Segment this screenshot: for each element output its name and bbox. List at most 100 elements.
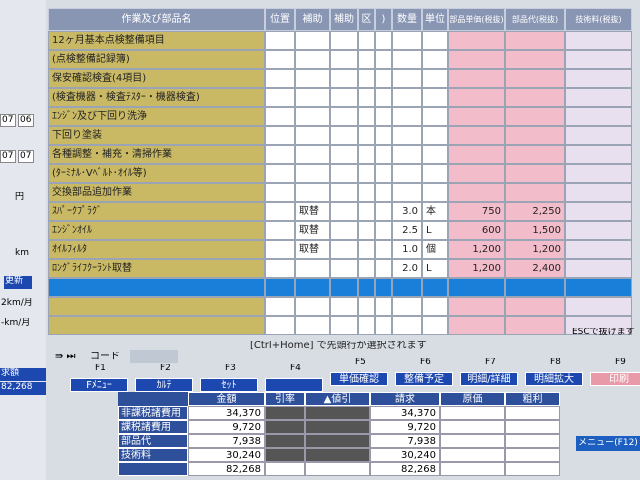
- empty-cell[interactable]: [565, 50, 632, 69]
- fkey-button[interactable]: 単価確認: [330, 372, 388, 386]
- empty-cell[interactable]: [375, 278, 392, 297]
- empty-cell[interactable]: [565, 164, 632, 183]
- fkey-button[interactable]: 明細拡大: [525, 372, 583, 386]
- empty-cell[interactable]: [565, 88, 632, 107]
- empty-cell[interactable]: [505, 31, 565, 50]
- empty-cell[interactable]: [265, 183, 295, 202]
- empty-cell[interactable]: [295, 88, 330, 107]
- empty-cell[interactable]: [375, 50, 392, 69]
- fkey-button[interactable]: ｾｯﾄ: [200, 378, 258, 392]
- cell[interactable]: 取替: [295, 202, 330, 221]
- cell[interactable]: 750: [448, 202, 505, 221]
- empty-cell[interactable]: [565, 278, 632, 297]
- empty-cell[interactable]: [392, 88, 422, 107]
- empty-cell[interactable]: [505, 69, 565, 88]
- empty-cell[interactable]: [565, 297, 632, 316]
- empty-cell[interactable]: [295, 126, 330, 145]
- empty-cell[interactable]: [392, 107, 422, 126]
- empty-cell[interactable]: [358, 31, 375, 50]
- cell[interactable]: 1.0: [392, 240, 422, 259]
- empty-cell[interactable]: [330, 297, 358, 316]
- cell[interactable]: 各種調整・補充・清掃作業: [48, 145, 265, 164]
- empty-cell[interactable]: [358, 50, 375, 69]
- empty-cell[interactable]: [422, 88, 448, 107]
- cell[interactable]: 個: [422, 240, 448, 259]
- empty-cell[interactable]: [505, 107, 565, 126]
- empty-cell[interactable]: [422, 31, 448, 50]
- cell[interactable]: 2,400: [505, 259, 565, 278]
- empty-cell[interactable]: [422, 164, 448, 183]
- empty-cell[interactable]: [448, 316, 505, 335]
- empty-cell[interactable]: [422, 69, 448, 88]
- empty-cell[interactable]: [375, 107, 392, 126]
- empty-cell[interactable]: [505, 164, 565, 183]
- empty-cell[interactable]: [265, 69, 295, 88]
- empty-cell[interactable]: [448, 107, 505, 126]
- empty-cell[interactable]: [358, 145, 375, 164]
- empty-cell[interactable]: [392, 145, 422, 164]
- empty-cell[interactable]: [422, 50, 448, 69]
- empty-cell[interactable]: [265, 221, 295, 240]
- menu-button[interactable]: メニュー(F12): [576, 436, 640, 451]
- empty-cell[interactable]: [505, 50, 565, 69]
- empty-cell[interactable]: [375, 297, 392, 316]
- empty-cell[interactable]: [392, 69, 422, 88]
- empty-cell[interactable]: [265, 107, 295, 126]
- empty-cell[interactable]: [358, 202, 375, 221]
- cell[interactable]: 2.0: [392, 259, 422, 278]
- cell[interactable]: 2.5: [392, 221, 422, 240]
- empty-cell[interactable]: [330, 183, 358, 202]
- empty-cell[interactable]: [358, 240, 375, 259]
- empty-cell[interactable]: [392, 50, 422, 69]
- empty-cell[interactable]: [565, 126, 632, 145]
- empty-cell[interactable]: [358, 183, 375, 202]
- empty-cell[interactable]: [375, 164, 392, 183]
- cell[interactable]: (点検整備記録簿): [48, 50, 265, 69]
- empty-cell[interactable]: [265, 202, 295, 221]
- empty-cell[interactable]: [448, 126, 505, 145]
- empty-cell[interactable]: [392, 31, 422, 50]
- empty-cell[interactable]: [392, 316, 422, 335]
- empty-cell[interactable]: [358, 126, 375, 145]
- empty-cell[interactable]: [375, 240, 392, 259]
- empty-cell[interactable]: [48, 316, 265, 335]
- cell[interactable]: ﾛﾝｸﾞﾗｲﾌｸｰﾗﾝﾄ取替: [48, 259, 265, 278]
- empty-cell[interactable]: [375, 88, 392, 107]
- empty-cell[interactable]: [565, 107, 632, 126]
- empty-cell[interactable]: [448, 183, 505, 202]
- empty-cell[interactable]: [330, 145, 358, 164]
- empty-cell[interactable]: [505, 316, 565, 335]
- empty-cell[interactable]: [265, 278, 295, 297]
- empty-cell[interactable]: [358, 259, 375, 278]
- empty-cell[interactable]: [422, 183, 448, 202]
- empty-cell[interactable]: [565, 183, 632, 202]
- empty-cell[interactable]: [295, 107, 330, 126]
- empty-cell[interactable]: [448, 50, 505, 69]
- empty-cell[interactable]: [505, 126, 565, 145]
- empty-cell[interactable]: [265, 297, 295, 316]
- cell[interactable]: ｴﾝｼﾞﾝｵｲﾙ: [48, 221, 265, 240]
- empty-cell[interactable]: [358, 278, 375, 297]
- empty-cell[interactable]: [448, 31, 505, 50]
- empty-cell[interactable]: [330, 107, 358, 126]
- empty-cell[interactable]: [505, 278, 565, 297]
- empty-cell[interactable]: [375, 259, 392, 278]
- empty-cell[interactable]: [330, 259, 358, 278]
- empty-cell[interactable]: [565, 31, 632, 50]
- empty-cell[interactable]: [505, 183, 565, 202]
- empty-cell[interactable]: [330, 69, 358, 88]
- cell[interactable]: 1,200: [448, 259, 505, 278]
- cell[interactable]: 600: [448, 221, 505, 240]
- cell[interactable]: 3.0: [392, 202, 422, 221]
- empty-cell[interactable]: [358, 297, 375, 316]
- empty-cell[interactable]: [265, 316, 295, 335]
- empty-cell[interactable]: [330, 221, 358, 240]
- empty-cell[interactable]: [358, 107, 375, 126]
- empty-cell[interactable]: [505, 88, 565, 107]
- cell[interactable]: 保安確認検査(4項目): [48, 69, 265, 88]
- empty-cell[interactable]: [330, 126, 358, 145]
- cell[interactable]: 12ヶ月基本点検整備項目: [48, 31, 265, 50]
- cell[interactable]: 1,500: [505, 221, 565, 240]
- cell[interactable]: ｽﾊﾟｰｸﾌﾟﾗｸﾞ: [48, 202, 265, 221]
- empty-cell[interactable]: [448, 145, 505, 164]
